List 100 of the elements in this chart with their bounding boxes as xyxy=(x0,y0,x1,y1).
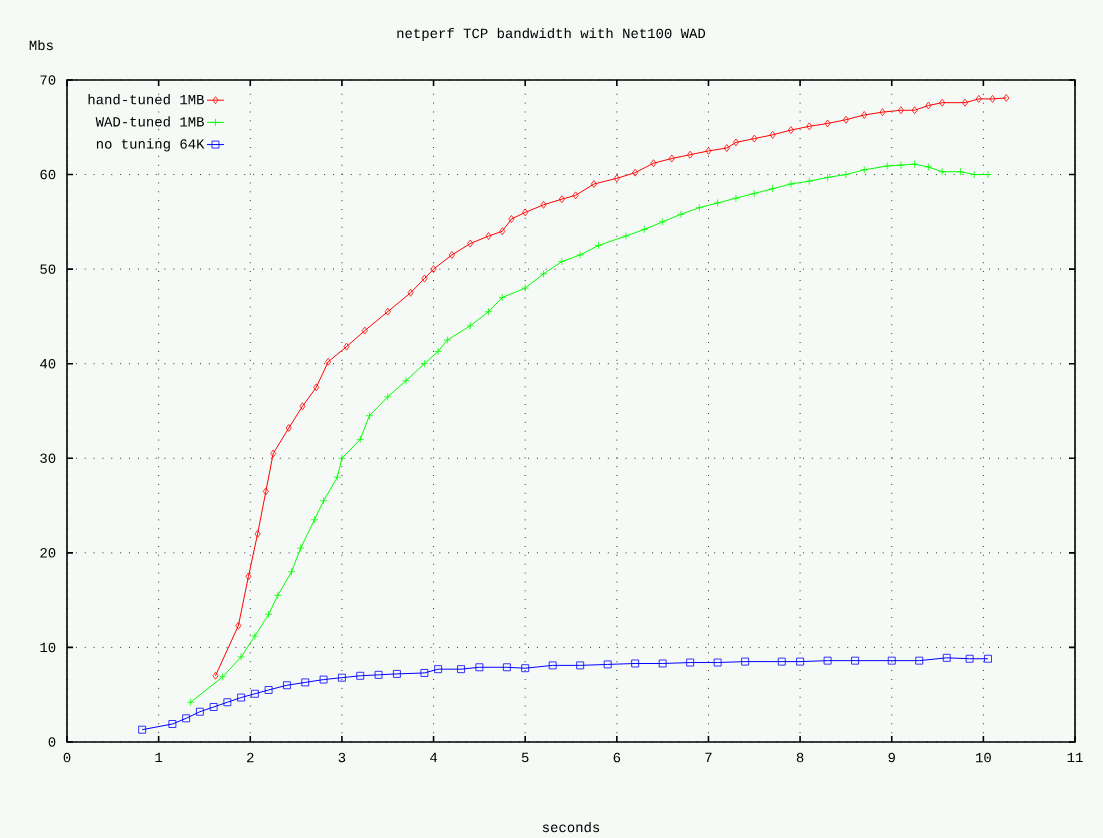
x-tick-label: 6 xyxy=(613,752,621,763)
point xyxy=(860,165,869,174)
point xyxy=(270,449,277,458)
point xyxy=(622,232,630,240)
point xyxy=(572,191,579,200)
point xyxy=(824,119,831,128)
y-axis-title: Mbs xyxy=(29,39,53,51)
point xyxy=(237,693,246,702)
point xyxy=(264,610,273,619)
point xyxy=(558,195,565,204)
point xyxy=(539,269,548,278)
point xyxy=(942,653,951,662)
point xyxy=(631,659,640,668)
point xyxy=(887,656,896,665)
point xyxy=(687,150,694,159)
point xyxy=(402,376,410,385)
point xyxy=(787,180,795,188)
y-tick-label: 60 xyxy=(40,169,56,180)
x-tick-label: 8 xyxy=(796,752,804,763)
point xyxy=(484,307,493,316)
point xyxy=(393,669,401,678)
point xyxy=(640,225,649,234)
y-tick-label: 0 xyxy=(48,737,56,747)
point xyxy=(285,424,292,432)
point xyxy=(365,411,374,420)
point xyxy=(705,147,712,155)
point xyxy=(668,154,675,163)
point xyxy=(521,284,530,292)
point xyxy=(310,515,319,524)
x-tick-label: 11 xyxy=(1067,752,1083,763)
point xyxy=(218,672,227,681)
point xyxy=(421,274,428,283)
point xyxy=(407,288,414,297)
chart-title: netperf TCP bandwidth with Net100 WAD xyxy=(397,27,706,41)
point xyxy=(796,657,804,666)
y-tick-label: 20 xyxy=(40,548,56,558)
point xyxy=(420,359,429,368)
point xyxy=(984,654,992,663)
point xyxy=(713,199,722,207)
point xyxy=(842,115,849,124)
point xyxy=(938,167,947,176)
point xyxy=(925,101,932,110)
point xyxy=(186,698,195,707)
y-tick-label: 70 xyxy=(40,75,56,85)
point xyxy=(420,669,429,677)
point xyxy=(806,122,813,131)
point xyxy=(750,189,759,198)
point xyxy=(338,454,346,463)
point xyxy=(475,663,484,672)
point xyxy=(262,487,269,496)
point xyxy=(301,678,310,687)
x-tick-label: 10 xyxy=(976,752,991,763)
point xyxy=(319,496,328,505)
point xyxy=(245,572,252,581)
point xyxy=(723,144,730,152)
point xyxy=(264,686,273,694)
point xyxy=(356,435,365,444)
point xyxy=(499,227,506,236)
point xyxy=(540,200,547,209)
x-tick-label: 2 xyxy=(247,752,254,763)
point xyxy=(842,170,850,179)
point xyxy=(576,661,585,670)
point xyxy=(521,664,530,673)
point xyxy=(965,654,974,663)
point xyxy=(924,163,933,171)
point xyxy=(430,265,437,274)
point xyxy=(1003,94,1010,102)
point xyxy=(956,167,965,176)
x-tick-label: 5 xyxy=(521,752,529,763)
point xyxy=(897,161,905,169)
point xyxy=(879,108,886,117)
point xyxy=(741,657,750,666)
point xyxy=(769,130,776,139)
legend-label: hand-tuned 1MB xyxy=(88,94,204,105)
point xyxy=(384,307,391,316)
point xyxy=(467,239,474,248)
point xyxy=(313,383,320,392)
point xyxy=(861,111,868,119)
y-tick-label: 10 xyxy=(40,642,56,653)
point xyxy=(434,347,443,356)
x-tick-label: 0 xyxy=(63,752,71,763)
point xyxy=(502,663,511,672)
point xyxy=(975,95,982,103)
point xyxy=(333,473,342,482)
point xyxy=(212,671,219,680)
point xyxy=(237,652,246,661)
x-tick-label: 4 xyxy=(430,752,438,763)
point xyxy=(984,170,992,179)
point xyxy=(962,98,969,107)
point xyxy=(522,208,529,217)
point xyxy=(970,170,979,179)
point xyxy=(548,661,557,670)
point xyxy=(632,168,639,177)
point xyxy=(498,293,507,302)
y-tick-label: 50 xyxy=(40,264,56,274)
point xyxy=(383,392,392,401)
point xyxy=(235,621,242,630)
x-tick-label: 3 xyxy=(338,752,346,763)
y-tick-label: 40 xyxy=(40,358,56,369)
x-tick-label: 1 xyxy=(155,752,163,763)
